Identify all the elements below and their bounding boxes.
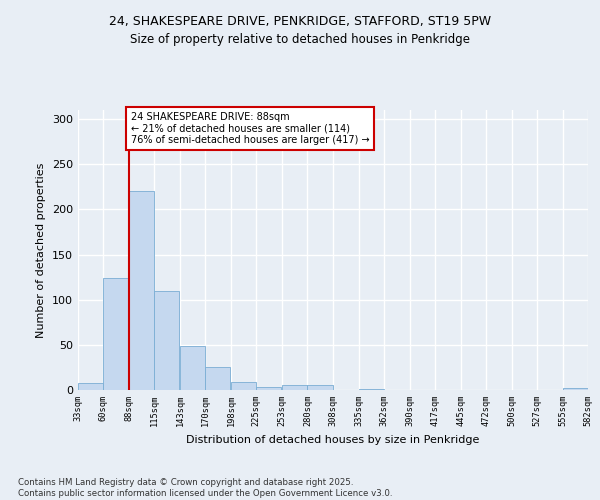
Bar xyxy=(103,278,128,390)
Bar xyxy=(283,386,307,390)
Bar xyxy=(129,192,154,390)
Bar xyxy=(256,388,281,390)
Text: 24 SHAKESPEARE DRIVE: 88sqm
← 21% of detached houses are smaller (114)
76% of se: 24 SHAKESPEARE DRIVE: 88sqm ← 21% of det… xyxy=(131,112,370,145)
Text: 24, SHAKESPEARE DRIVE, PENKRIDGE, STAFFORD, ST19 5PW: 24, SHAKESPEARE DRIVE, PENKRIDGE, STAFFO… xyxy=(109,15,491,28)
Bar xyxy=(154,290,179,390)
Text: Size of property relative to detached houses in Penkridge: Size of property relative to detached ho… xyxy=(130,32,470,46)
Bar xyxy=(307,386,332,390)
Bar xyxy=(78,383,103,390)
Text: Contains HM Land Registry data © Crown copyright and database right 2025.
Contai: Contains HM Land Registry data © Crown c… xyxy=(18,478,392,498)
Bar xyxy=(563,388,588,390)
X-axis label: Distribution of detached houses by size in Penkridge: Distribution of detached houses by size … xyxy=(187,434,479,444)
Bar xyxy=(180,346,205,390)
Bar xyxy=(231,382,256,390)
Bar xyxy=(205,368,230,390)
Bar xyxy=(359,389,383,390)
Y-axis label: Number of detached properties: Number of detached properties xyxy=(37,162,46,338)
